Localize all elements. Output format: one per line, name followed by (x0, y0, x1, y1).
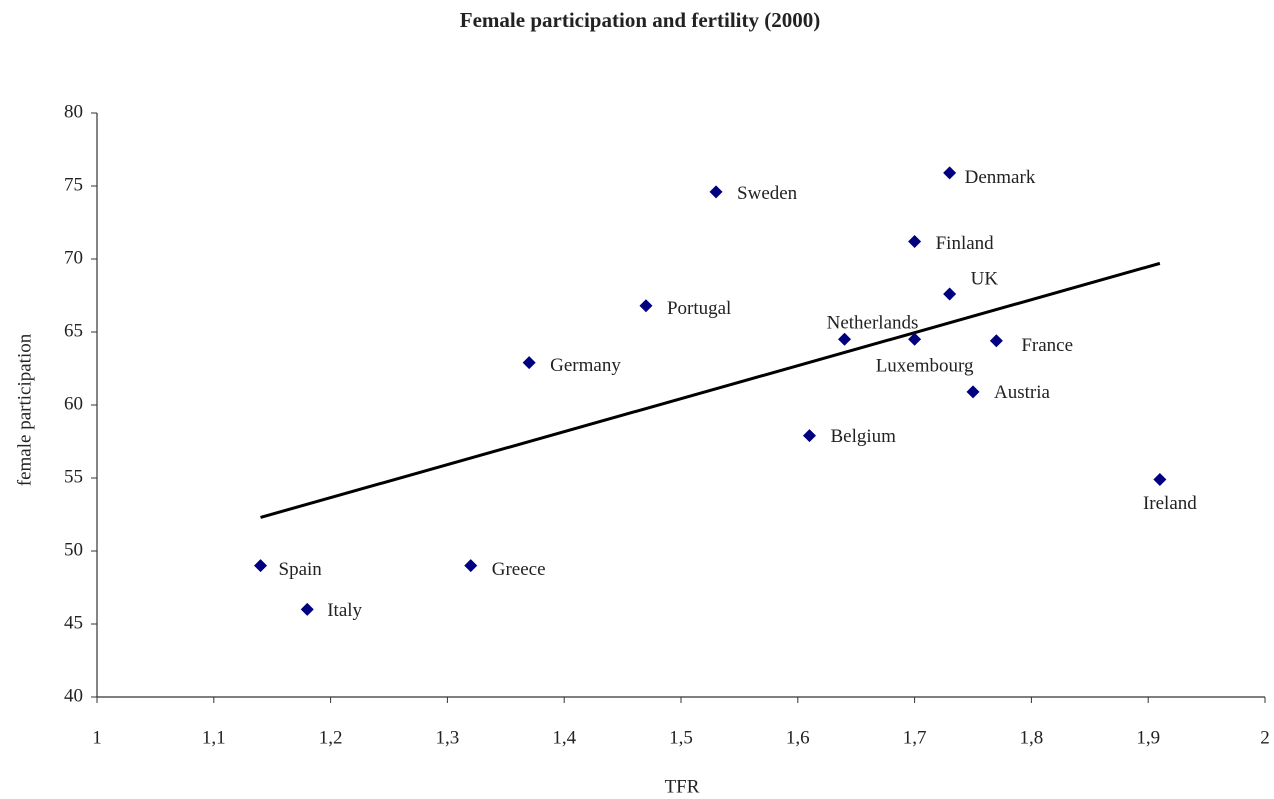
point (464, 559, 478, 573)
x-tick-label: 1,8 (1020, 727, 1044, 748)
point-label: Spain (279, 559, 323, 580)
y-tick-label: 50 (64, 539, 83, 560)
y-tick-label: 45 (64, 612, 83, 633)
x-tick-label: 2 (1260, 727, 1270, 748)
point-label: Finland (936, 233, 995, 254)
y-tick-label: 40 (64, 685, 83, 706)
point (943, 166, 957, 180)
x-tick-label: 1,9 (1136, 727, 1160, 748)
x-tick-label: 1,2 (319, 727, 343, 748)
point-label: Sweden (737, 183, 798, 204)
trend-line (260, 261, 1161, 519)
point (1153, 472, 1167, 486)
y-tick-label: 60 (64, 393, 83, 414)
point-label: Portugal (667, 298, 731, 319)
point-label: Germany (550, 355, 621, 376)
point (943, 287, 957, 301)
point (989, 334, 1003, 348)
point (254, 559, 268, 573)
point-label: Netherlands (827, 313, 919, 334)
point (639, 299, 653, 313)
point-label: UK (971, 268, 999, 289)
x-axis-title: TFR (665, 776, 700, 797)
point-label: Belgium (830, 426, 896, 447)
x-tick-label: 1,4 (552, 727, 576, 748)
y-tick-label: 65 (64, 320, 83, 341)
point-label: Ireland (1143, 493, 1197, 514)
y-tick-label: 70 (64, 247, 83, 268)
point (522, 356, 536, 370)
y-tick-label: 55 (64, 466, 83, 487)
point-label: Denmark (965, 167, 1036, 188)
point (966, 385, 980, 399)
point (838, 332, 852, 346)
x-tick-label: 1,3 (436, 727, 460, 748)
point-label: Greece (492, 559, 546, 580)
y-axis-title: female participation (14, 333, 35, 486)
x-tick-label: 1 (92, 727, 102, 748)
y-tick-label: 75 (64, 174, 83, 195)
x-tick-label: 1,5 (669, 727, 693, 748)
x-tick-label: 1,1 (202, 727, 226, 748)
point (908, 234, 922, 248)
x-tick-label: 1,6 (786, 727, 810, 748)
point-label: France (1021, 335, 1073, 356)
y-tick-label: 80 (64, 101, 83, 122)
point (908, 332, 922, 346)
point (300, 602, 314, 616)
point-label: Austria (994, 382, 1051, 403)
point-label: Luxembourg (876, 356, 974, 377)
chart-title: Female participation and fertility (2000… (460, 8, 820, 32)
point (709, 185, 723, 199)
x-tick-label: 1,7 (903, 727, 927, 748)
point (802, 429, 816, 443)
point-label: Italy (327, 600, 362, 621)
